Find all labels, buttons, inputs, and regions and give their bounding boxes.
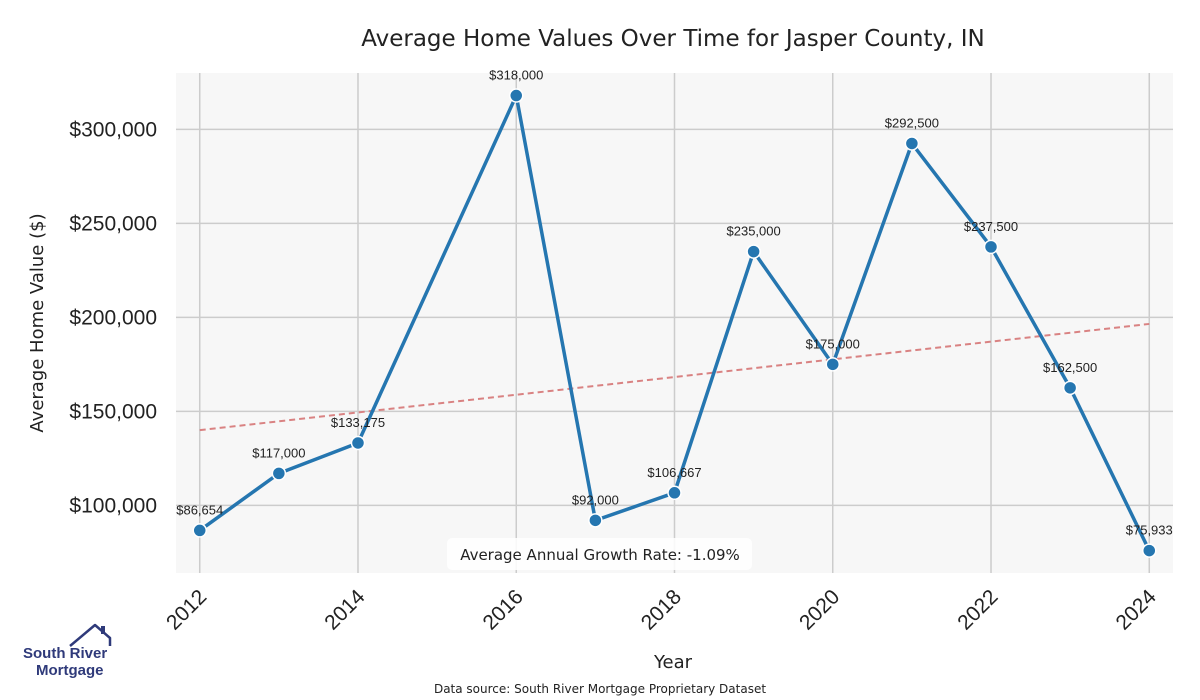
data-point-2012 <box>192 523 207 538</box>
y-axis-label: Average Home Value ($) <box>27 213 48 432</box>
data-points <box>192 88 1157 558</box>
data-point-2020 <box>825 357 841 372</box>
logo: South River Mortgage <box>23 623 112 679</box>
series-line <box>198 93 1151 552</box>
x-tick-label: 2018 <box>637 585 686 634</box>
y-tick-label: $150,000 <box>69 400 157 423</box>
data-label-2023: $162,500 <box>1043 360 1097 375</box>
y-tick-label: $250,000 <box>69 212 157 235</box>
data-point-2019 <box>746 244 761 259</box>
data-label-2018: $106,667 <box>647 465 701 480</box>
data-label-2017: $92,000 <box>572 492 619 507</box>
x-tick-label: 2012 <box>162 585 211 634</box>
data-point-2018 <box>667 485 682 501</box>
data-point-2013 <box>271 466 287 481</box>
x-axis-label: Year <box>653 652 693 673</box>
x-tick-label: 2024 <box>1111 585 1161 635</box>
data-label-2016: $318,000 <box>489 68 543 83</box>
data-label-2012: $86,654 <box>176 502 223 517</box>
data-label-2022: $237,500 <box>964 219 1018 234</box>
y-tick-labels: $100,000 $150,000 $200,000 $250,000 $300,000 <box>69 118 157 517</box>
house-chimney-icon <box>101 626 105 634</box>
logo-line2: Mortgage <box>36 662 104 679</box>
data-point-2023 <box>1062 380 1078 396</box>
data-label-2014: $133,175 <box>331 415 385 430</box>
data-point-2014 <box>350 435 366 451</box>
data-label-2019: $235,000 <box>727 224 781 239</box>
data-label-2021: $292,500 <box>885 115 939 130</box>
x-tick-labels: 2012 2014 2016 2018 2020 2022 2024 <box>162 585 1161 635</box>
y-tick-label: $200,000 <box>69 306 157 329</box>
data-point-2021 <box>904 136 920 151</box>
data-point-2016 <box>508 88 524 103</box>
chart-title: Average Home Values Over Time for Jasper… <box>361 26 985 52</box>
data-label-2024: $75,933 <box>1126 523 1173 538</box>
growth-rate-box: Average Annual Growth Rate: -1.09% <box>447 538 752 570</box>
logo-line1: South River <box>23 645 107 662</box>
x-tick-label: 2020 <box>795 585 844 634</box>
data-point-2024 <box>1142 543 1157 558</box>
x-tick-label: 2014 <box>320 585 370 635</box>
y-tick-label: $100,000 <box>69 494 157 517</box>
grid-y <box>176 128 1173 507</box>
data-label-2020: $175,000 <box>806 336 860 351</box>
data-label-2013: $117,000 <box>252 445 305 460</box>
growth-rate-text: Average Annual Growth Rate: -1.09% <box>460 546 740 564</box>
grid-x <box>198 73 1151 573</box>
x-tick-label: 2016 <box>478 585 527 634</box>
data-point-2017 <box>588 513 603 528</box>
data-point-2022 <box>983 239 999 255</box>
data-labels: $86,654 $117,000 $133,175 $318,000 $92,000 $1… <box>176 68 1173 538</box>
x-tick-label: 2022 <box>953 585 1002 634</box>
data-source: Data source: South River Mortgage Propri… <box>434 682 766 696</box>
y-tick-label: $300,000 <box>69 118 157 141</box>
